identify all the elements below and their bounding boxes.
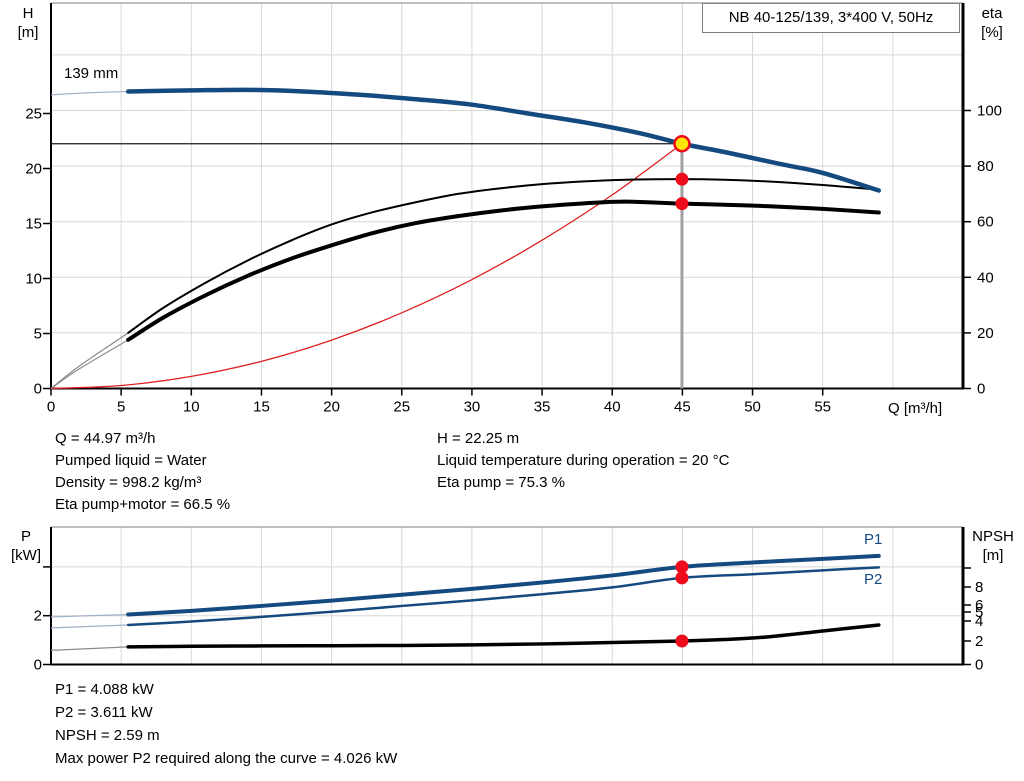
p-tick-label: 0 [34, 657, 42, 674]
p2-curve [126, 566, 881, 627]
npsh-duty-marker [675, 634, 689, 648]
q-tick-label: 50 [744, 399, 761, 416]
h-axis-label: H [m] [8, 4, 48, 42]
result-liquid-temperature: Liquid temperature during operation = 20… [437, 452, 730, 469]
h-tick-label: 5 [34, 326, 42, 343]
result-p2: P2 = 3.611 kW [55, 704, 153, 721]
p1-duty-marker [675, 560, 689, 574]
q-tick-label: 5 [117, 399, 125, 416]
h-tick-label: 15 [25, 216, 42, 233]
h-axis-label-line2: [m] [17, 24, 39, 41]
eta-pump-motor-curve-thin [50, 339, 129, 389]
p-axis-label-line1: P [20, 528, 31, 545]
q-tick-label: 0 [47, 399, 55, 416]
q-tick-label: 55 [814, 399, 831, 416]
result-density: Density = 998.2 kg/m³ [55, 474, 202, 491]
npsh-tick-label: 6 [975, 597, 983, 614]
eta-tick-label: 20 [977, 325, 994, 342]
eta-tick-label: 60 [977, 214, 994, 231]
duty-point-marker[interactable] [673, 135, 691, 153]
result-eta-pump: Eta pump = 75.3 % [437, 474, 565, 491]
npsh-tick-label: 5 [975, 604, 983, 621]
npsh-axis-label-line2: [m] [982, 547, 1004, 564]
eta-axis-label: eta [%] [968, 4, 1016, 42]
npsh-curve [126, 623, 881, 649]
result-p1: P1 = 4.088 kW [55, 681, 154, 698]
eta-axis-label-line2: [%] [981, 24, 1003, 41]
p1-curve [126, 553, 881, 617]
npsh-tick-label: 2 [975, 633, 983, 650]
eta-pump-curve [127, 178, 880, 334]
h-tick-label: 10 [25, 271, 42, 288]
q-tick-label: 40 [604, 399, 621, 416]
h-tick-label: 25 [25, 106, 42, 123]
p2-curve-thin [50, 624, 129, 629]
p-tick-label: 2 [34, 608, 42, 625]
npsh-tick-label: 8 [975, 579, 983, 596]
q-tick-label: 45 [674, 399, 691, 416]
npsh-tick-label: 0 [975, 657, 983, 674]
q-tick-label: 10 [183, 399, 200, 416]
q-tick-label: 35 [534, 399, 551, 416]
result-npsh: NPSH = 2.59 m [55, 727, 160, 744]
h-tick-label: 0 [34, 381, 42, 398]
eta-tick-label: 40 [977, 269, 994, 286]
result-q: Q = 44.97 m³/h [55, 430, 156, 447]
npsh-tick-label: 4 [975, 613, 983, 630]
h-axis-label-line1: H [22, 5, 34, 22]
result-h: H = 22.25 m [437, 430, 520, 447]
p2-curve-label: P2 [864, 571, 883, 588]
result-pumped-liquid: Pumped liquid = Water [55, 452, 207, 469]
result-max-power-p2: Max power P2 required along the curve = … [55, 750, 398, 767]
q-tick-label: 30 [464, 399, 481, 416]
pump-title-box: NB 40-125/139, 3*400 V, 50Hz [702, 3, 960, 33]
system-curve [50, 143, 683, 390]
head-curve-139mm-thin [50, 90, 129, 96]
p2-duty-marker [675, 571, 689, 585]
eta-tick-label: 80 [977, 158, 994, 175]
head-curve-139mm [125, 87, 882, 193]
h-tick-label: 20 [25, 161, 42, 178]
npsh-curve-thin [50, 646, 129, 651]
impeller-diameter-label: 139 mm [64, 65, 119, 82]
eta-pump-duty-marker [675, 172, 689, 186]
eta-pump-motor-duty-marker [675, 197, 689, 211]
eta-axis-label-line1: eta [981, 5, 1003, 22]
npsh-axis-label-line1: NPSH [972, 528, 1014, 545]
p1-curve-thin [50, 613, 129, 618]
p1-curve-label: P1 [864, 531, 883, 548]
result-eta-pump-motor: Eta pump+motor = 66.5 % [55, 496, 231, 513]
q-tick-label: 25 [393, 399, 410, 416]
eta-pump-motor-curve [126, 199, 881, 342]
q-tick-label: 15 [253, 399, 270, 416]
p-axis-label-line2: [kW] [11, 547, 41, 564]
q-tick-label: 20 [323, 399, 340, 416]
q-axis-label: Q [m³/h] [888, 400, 943, 417]
eta-tick-label: 100 [977, 103, 1002, 120]
p-axis-label: P [kW] [4, 527, 48, 565]
npsh-axis-label: NPSH [m] [964, 527, 1022, 565]
eta-tick-label: 0 [977, 381, 985, 398]
